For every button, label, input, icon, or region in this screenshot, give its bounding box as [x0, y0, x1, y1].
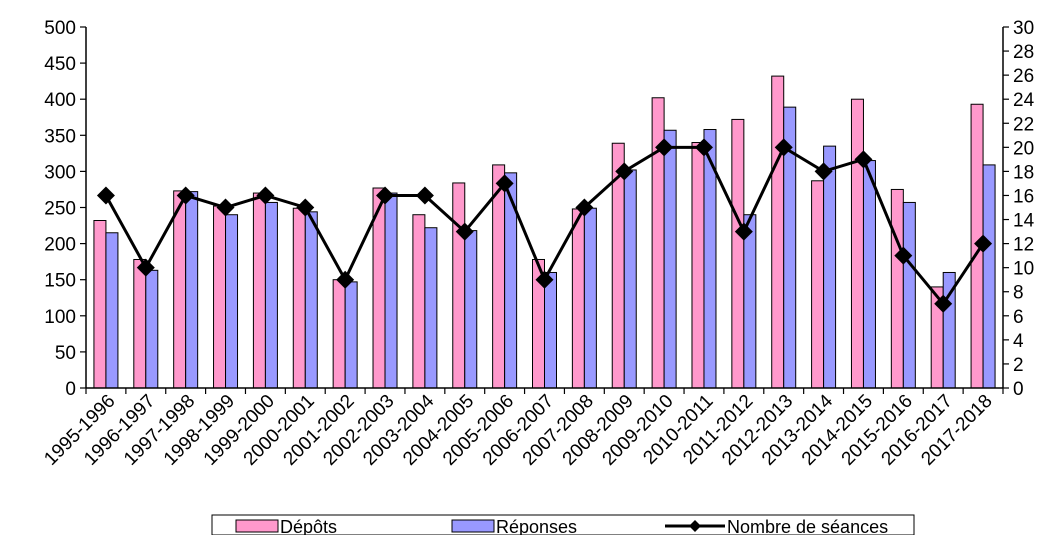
bar-d-p-ts-2015-2016 — [891, 189, 903, 388]
bar-d-p-ts-2004-2005 — [453, 183, 465, 388]
bar-d-p-ts-2010-2011 — [692, 143, 704, 388]
bar-r-ponses-2003-2004 — [425, 228, 437, 388]
bar-d-p-ts-1996-1997 — [134, 259, 146, 388]
y-left-tick-label: 450 — [44, 54, 76, 75]
y-right-tick-label: 14 — [1013, 211, 1035, 232]
bar-r-ponses-2013-2014 — [824, 146, 836, 388]
bar-r-ponses-1995-1996 — [106, 233, 118, 388]
y-right-tick-label: 0 — [1013, 379, 1024, 400]
y-right-tick-label: 12 — [1013, 235, 1034, 256]
bar-d-p-ts-2003-2004 — [413, 215, 425, 388]
bar-r-ponses-1997-1998 — [186, 192, 198, 388]
y-left-tick-label: 500 — [44, 18, 76, 39]
y-right-tick-label: 16 — [1013, 186, 1034, 207]
bar-d-p-ts-1999-2000 — [253, 193, 265, 388]
bar-r-ponses-1996-1997 — [146, 270, 158, 388]
y-right-tick-label: 28 — [1013, 42, 1034, 63]
y-left-tick-label: 400 — [44, 90, 76, 111]
y-left-tick-label: 0 — [65, 379, 76, 400]
line-marker-1995-1996 — [97, 186, 115, 204]
bar-r-ponses-2009-2010 — [664, 130, 676, 388]
y-left-tick-label: 50 — [55, 343, 76, 364]
bar-d-p-ts-1998-1999 — [214, 206, 226, 388]
bar-d-p-ts-2013-2014 — [812, 181, 824, 388]
y-left-tick-label: 350 — [44, 126, 76, 147]
bar-r-ponses-2015-2016 — [903, 202, 915, 388]
bar-r-ponses-2002-2003 — [385, 193, 397, 388]
bar-r-ponses-2014-2015 — [863, 161, 875, 388]
bar-d-p-ts-2014-2015 — [851, 99, 863, 388]
y-left-tick-label: 100 — [44, 307, 76, 328]
bar-r-ponses-2006-2007 — [545, 272, 557, 388]
y-left-tick-label: 200 — [44, 235, 76, 256]
bar-d-p-ts-1997-1998 — [174, 191, 186, 388]
y-right-tick-label: 24 — [1013, 90, 1035, 111]
bar-d-p-ts-1995-1996 — [94, 221, 106, 389]
legend-swatch — [236, 520, 278, 532]
bar-r-ponses-2011-2012 — [744, 215, 756, 388]
bar-r-ponses-2008-2009 — [624, 170, 636, 388]
y-right-tick-label: 22 — [1013, 114, 1034, 135]
bar-d-p-ts-2012-2013 — [772, 76, 784, 388]
y-right-tick-label: 26 — [1013, 66, 1034, 87]
y-right-tick-label: 10 — [1013, 259, 1034, 280]
legend-label: Dépôts — [280, 517, 337, 535]
bar-d-p-ts-2007-2008 — [572, 209, 584, 388]
legend-label: Réponses — [496, 517, 577, 535]
y-right-tick-label: 6 — [1013, 307, 1024, 328]
bar-d-p-ts-2001-2002 — [333, 280, 345, 388]
bar-d-p-ts-2011-2012 — [732, 119, 744, 388]
y-right-tick-label: 4 — [1013, 331, 1024, 352]
bars-layer — [94, 76, 995, 388]
y-left-tick-label: 150 — [44, 271, 76, 292]
y-right-tick-label: 8 — [1013, 283, 1024, 304]
bar-r-ponses-2001-2002 — [345, 282, 357, 388]
bar-d-p-ts-2000-2001 — [293, 208, 305, 388]
bar-r-ponses-1999-2000 — [265, 202, 277, 388]
y-right-tick-label: 2 — [1013, 355, 1024, 376]
bar-r-ponses-2007-2008 — [584, 208, 596, 388]
legend-swatch — [452, 520, 494, 532]
y-right-tick-label: 20 — [1013, 138, 1034, 159]
legend-label: Nombre de séances — [727, 517, 888, 535]
bar-r-ponses-1998-1999 — [226, 215, 238, 388]
bar-r-ponses-2004-2005 — [465, 231, 477, 388]
y-left-tick-label: 300 — [44, 162, 76, 183]
bar-r-ponses-2017-2018 — [983, 165, 995, 388]
y-left-tick-label: 250 — [44, 199, 76, 220]
bar-r-ponses-2000-2001 — [305, 212, 317, 388]
y-right-tick-label: 18 — [1013, 162, 1034, 183]
y-right-tick-label: 30 — [1013, 18, 1034, 39]
bar-d-p-ts-2005-2006 — [493, 165, 505, 388]
legend: Dépôts Réponses Nombre de séances — [212, 515, 914, 535]
